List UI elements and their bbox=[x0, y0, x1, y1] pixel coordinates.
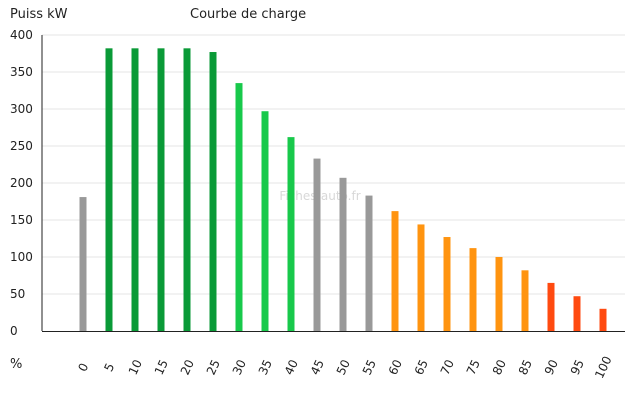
x-tick-label-5: 5 bbox=[101, 361, 117, 374]
x-tick-label-95: 95 bbox=[568, 357, 587, 377]
x-axis-unit: % bbox=[10, 357, 23, 372]
bar-0 bbox=[79, 197, 87, 331]
x-tick-label-70: 70 bbox=[438, 357, 457, 377]
y-tick-label-350: 350 bbox=[10, 65, 33, 79]
x-tick-label-90: 90 bbox=[542, 357, 561, 377]
x-tick-label-30: 30 bbox=[230, 357, 249, 377]
x-tick-label-75: 75 bbox=[464, 357, 483, 377]
x-tick-label-80: 80 bbox=[490, 357, 509, 377]
bar-95 bbox=[573, 296, 581, 331]
x-tick-label-45: 45 bbox=[308, 357, 327, 377]
y-tick-label-400: 400 bbox=[10, 28, 33, 42]
bar-30 bbox=[235, 83, 243, 331]
y-tick-label-50: 50 bbox=[10, 287, 25, 301]
x-tick-label-10: 10 bbox=[126, 357, 145, 377]
bar-25 bbox=[209, 52, 217, 332]
x-tick-label-0: 0 bbox=[75, 361, 91, 374]
bar-35 bbox=[261, 111, 269, 331]
x-tick-labels: 0 5 10 15 20 25 30 35 40 45 50 55 60 65 70 75 80 85 90 95 10… bbox=[75, 354, 614, 381]
y-tick-label-300: 300 bbox=[10, 102, 33, 116]
x-tick-label-20: 20 bbox=[178, 357, 197, 377]
y-axis-title: Puiss kW bbox=[10, 7, 68, 22]
bar-50 bbox=[339, 177, 347, 331]
x-tick-label-40: 40 bbox=[282, 357, 301, 377]
x-tick-label-60: 60 bbox=[386, 357, 405, 377]
x-tick-label-65: 65 bbox=[412, 357, 431, 377]
x-tick-label-100: 100 bbox=[592, 354, 614, 381]
bar-75 bbox=[469, 248, 477, 331]
y-tick-label-200: 200 bbox=[10, 176, 33, 190]
bar-55 bbox=[365, 195, 373, 331]
y-tick-label-0: 0 bbox=[10, 324, 18, 338]
y-tick-label-250: 250 bbox=[10, 139, 33, 153]
y-tick-labels: 0 50 100 150 200 250 300 350 400 bbox=[10, 28, 33, 338]
bar-100 bbox=[599, 308, 607, 331]
bar-45 bbox=[313, 158, 321, 331]
y-tick-label-150: 150 bbox=[10, 213, 33, 227]
x-tick-label-55: 55 bbox=[360, 357, 379, 377]
gridlines bbox=[42, 34, 625, 295]
bar-65 bbox=[417, 224, 425, 331]
x-tick-label-25: 25 bbox=[204, 357, 223, 377]
chart-title: Courbe de charge bbox=[190, 7, 307, 22]
bar-85 bbox=[521, 270, 529, 331]
bar-80 bbox=[495, 257, 503, 331]
x-tick-label-35: 35 bbox=[256, 357, 275, 377]
bar-60 bbox=[391, 211, 399, 331]
bar-40 bbox=[287, 137, 295, 331]
x-tick-label-50: 50 bbox=[334, 357, 353, 377]
bar-15 bbox=[157, 48, 165, 331]
bar-5 bbox=[105, 48, 113, 331]
bars bbox=[79, 48, 607, 332]
axes bbox=[41, 35, 625, 332]
x-tick-label-85: 85 bbox=[516, 357, 535, 377]
bar-70 bbox=[443, 237, 451, 331]
bar-90 bbox=[547, 282, 555, 331]
bar-20 bbox=[183, 48, 191, 331]
y-tick-label-100: 100 bbox=[10, 250, 33, 264]
bar-10 bbox=[131, 48, 139, 331]
x-tick-label-15: 15 bbox=[152, 357, 171, 377]
